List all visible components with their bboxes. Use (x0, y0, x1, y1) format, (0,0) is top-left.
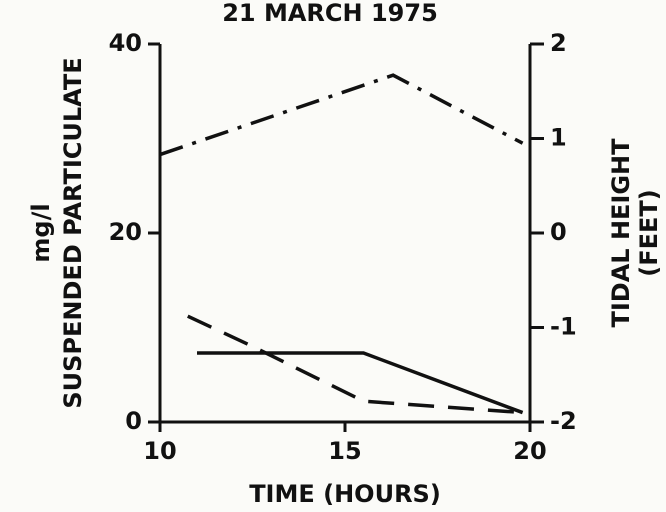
line (187, 314, 523, 415)
x-tick-label: 10 (143, 437, 176, 465)
y2-tick-label: 1 (550, 124, 567, 152)
y-tick-label: 20 (109, 218, 142, 246)
x-tick-label: 20 (513, 437, 546, 465)
line (159, 73, 524, 157)
y2-axis-label: TIDAL HEIGHT (607, 138, 635, 328)
y-tick-label: 0 (125, 407, 142, 435)
y2-axis-label: (FEET) (635, 189, 663, 277)
y2-tick-label: 2 (550, 29, 567, 57)
y2-tick-label: -2 (550, 407, 577, 435)
chart-title: 21 MARCH 1975 (222, 0, 438, 27)
y-axis-label: mg/l (27, 203, 55, 262)
y-axis-label: SUSPENDED PARTICULATE (59, 57, 87, 408)
x-axis-label: TIME (HOURS) (249, 480, 441, 508)
y2-tick-label: -1 (550, 313, 577, 341)
y-tick-label: 40 (109, 29, 142, 57)
y2-tick-label: 0 (550, 218, 567, 246)
x-tick-label: 15 (328, 437, 361, 465)
line (197, 351, 524, 415)
